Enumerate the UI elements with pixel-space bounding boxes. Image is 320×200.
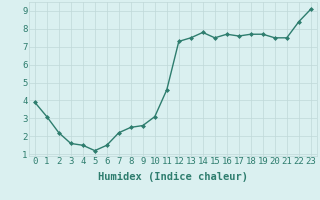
X-axis label: Humidex (Indice chaleur): Humidex (Indice chaleur) (98, 172, 248, 182)
